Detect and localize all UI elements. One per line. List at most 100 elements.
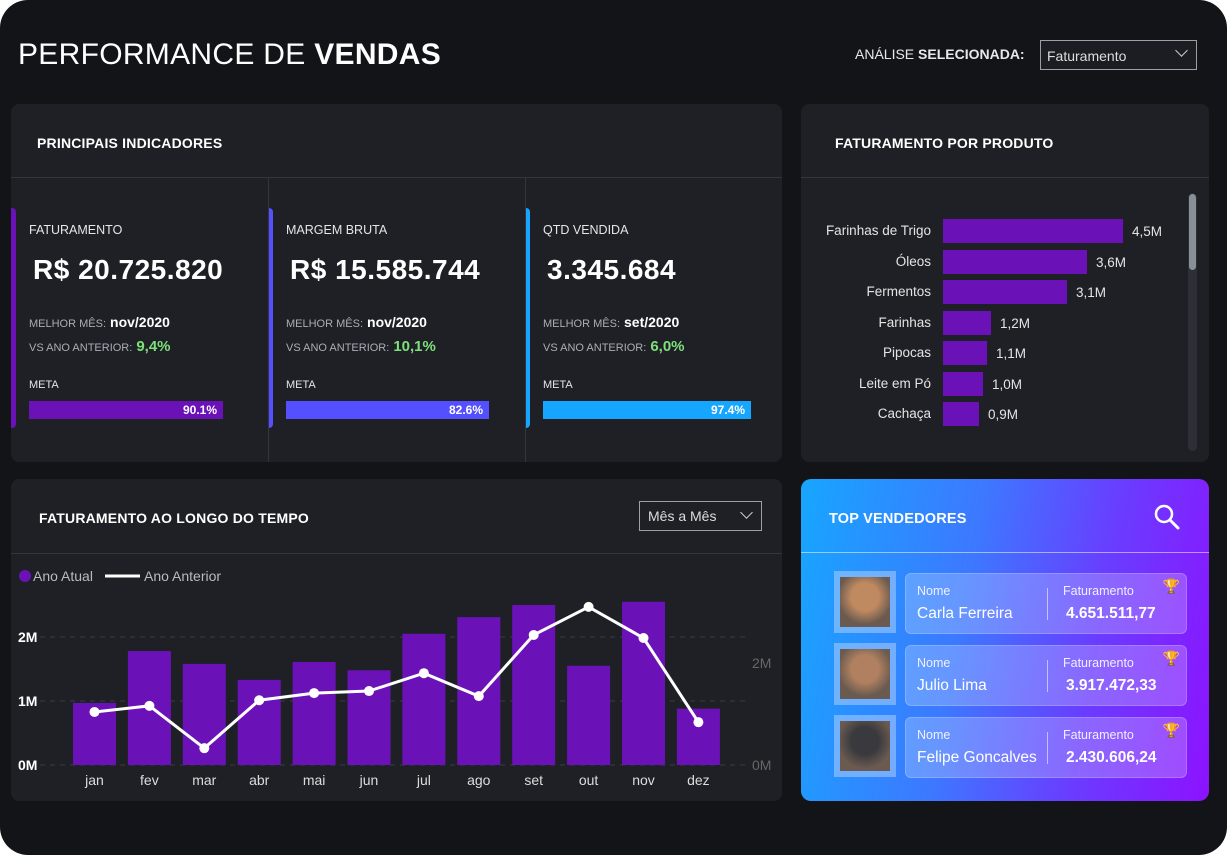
x-tick-label: jun xyxy=(359,772,379,788)
vs-label: VS ANO ANTERIOR: xyxy=(286,342,390,354)
seller-avatar xyxy=(834,715,896,777)
period-dropdown[interactable]: Mês a Mês xyxy=(639,501,762,531)
point-ano-anterior xyxy=(528,629,539,640)
bar-ano-atual xyxy=(512,605,556,765)
vs-value: 10,1% xyxy=(393,338,436,355)
page-title: PERFORMANCE DE VENDAS xyxy=(18,38,441,72)
divider xyxy=(801,177,1209,178)
x-tick-label: out xyxy=(579,772,599,788)
divider xyxy=(268,178,269,462)
product-bar-row[interactable]: Farinhas 1,2M xyxy=(801,310,1181,335)
best-month-value: nov/2020 xyxy=(110,314,170,330)
seller-avatar xyxy=(834,571,896,633)
point-ano-anterior xyxy=(473,691,484,702)
seller-name: Carla Ferreira xyxy=(917,605,1013,622)
seller-card[interactable]: Nome Julio Lima Faturamento 3.917.472,33… xyxy=(905,645,1187,706)
product-scrollbar[interactable] xyxy=(1188,193,1197,451)
kpi-accent xyxy=(11,208,16,428)
time-panel-title: FATURAMENTO AO LONGO DO TEMPO xyxy=(39,510,309,526)
y-tick-right: 2M xyxy=(752,655,771,671)
top-sellers-title: TOP VENDEDORES xyxy=(829,511,967,527)
product-bar-row[interactable]: Fermentos 3,1M xyxy=(801,280,1181,304)
product-bar[interactable] xyxy=(943,310,991,335)
analysis-label: ANÁLISE SELECIONADA: xyxy=(855,46,1025,62)
chevron-down-icon xyxy=(740,506,753,519)
product-bar-chart: Farinhas de Trigo 4,5M Óleos 3,6M Fermento… xyxy=(801,219,1181,439)
analysis-select[interactable]: Faturamento xyxy=(1040,40,1197,70)
name-label: Nome xyxy=(917,728,951,742)
product-value: 1,1M xyxy=(996,346,1027,361)
scrollbar-thumb[interactable] xyxy=(1189,194,1196,270)
product-bar[interactable] xyxy=(943,280,1067,304)
point-ano-anterior xyxy=(693,717,704,728)
divider xyxy=(525,178,526,462)
kpi-panel: PRINCIPAIS INDICADORES FATURAMENTO R$ 20… xyxy=(11,104,782,462)
seller-avatar xyxy=(834,643,896,705)
product-bar-row[interactable]: Pipocas 1,1M xyxy=(801,341,1181,365)
product-bar-row[interactable]: Óleos 3,6M xyxy=(801,249,1181,274)
seller-name: Felipe Goncalves xyxy=(917,749,1037,766)
point-ano-anterior xyxy=(89,706,100,717)
product-value: 1,2M xyxy=(1000,315,1031,331)
product-bar[interactable] xyxy=(943,341,987,365)
product-bar-row[interactable]: Farinhas de Trigo 4,5M xyxy=(801,219,1181,243)
line-ano-anterior xyxy=(94,605,700,751)
analysis-select-value: Faturamento xyxy=(1047,48,1127,64)
legend-ano-atual: Ano Atual xyxy=(33,568,93,584)
product-panel-title: FATURAMENTO POR PRODUTO xyxy=(835,135,1054,151)
point-ano-anterior xyxy=(418,668,429,679)
divider xyxy=(1047,732,1048,764)
best-month-label: MELHOR MÊS: xyxy=(543,318,621,330)
kpi-card: QTD VENDIDA 3.345.684 MELHOR MÊS: set/202… xyxy=(525,178,782,462)
product-value: 1,0M xyxy=(992,376,1023,392)
vs-value: 6,0% xyxy=(650,338,685,355)
search-icon[interactable] xyxy=(1153,503,1181,531)
product-bar[interactable] xyxy=(943,219,1123,243)
best-month-value: set/2020 xyxy=(624,314,680,330)
point-ano-anterior xyxy=(638,633,649,644)
meta-progress-bar: 90.1% xyxy=(29,401,223,419)
best-month: MELHOR MÊS: nov/2020 xyxy=(286,314,427,330)
product-bar[interactable] xyxy=(943,249,1087,274)
legend-ano-anterior: Ano Anterior xyxy=(144,568,221,584)
best-month: MELHOR MÊS: set/2020 xyxy=(543,314,679,330)
point-ano-anterior xyxy=(364,686,374,697)
kpi-name: MARGEM BRUTA xyxy=(286,223,388,237)
kpi-accent xyxy=(525,208,530,428)
product-bar-row[interactable]: Leite em Pó 1,0M xyxy=(801,371,1181,396)
trophy-icon: 🏆 xyxy=(1162,650,1180,666)
y-tick-left: 0M xyxy=(18,757,37,773)
meta-progress-bar: 97.4% xyxy=(543,401,751,419)
x-tick-label: fev xyxy=(140,772,159,788)
best-month-value: nov/2020 xyxy=(367,314,427,330)
product-label: Leite em Pó xyxy=(858,375,931,391)
point-ano-anterior xyxy=(583,601,594,612)
point-ano-anterior xyxy=(199,743,210,754)
product-bar-row[interactable]: Cachaça 0,9M xyxy=(801,402,1181,426)
point-ano-anterior xyxy=(144,700,155,711)
revenue-label: Faturamento xyxy=(1063,584,1134,598)
name-label: Nome xyxy=(917,584,951,598)
divider xyxy=(1047,660,1048,692)
meta-label: META xyxy=(543,379,573,391)
vs-label: VS ANO ANTERIOR: xyxy=(29,342,133,354)
product-value: 4,5M xyxy=(1132,224,1163,239)
kpi-panel-title: PRINCIPAIS INDICADORES xyxy=(37,135,223,151)
point-ano-anterior xyxy=(309,688,320,699)
revenue-label: Faturamento xyxy=(1063,656,1134,670)
bar-ano-atual xyxy=(567,665,611,765)
seller-card[interactable]: Nome Carla Ferreira Faturamento 4.651.51… xyxy=(905,573,1187,634)
kpi-value: 3.345.684 xyxy=(547,254,677,285)
trophy-icon: 🏆 xyxy=(1162,722,1180,738)
product-bar[interactable] xyxy=(943,402,979,426)
best-month: MELHOR MÊS: nov/2020 xyxy=(29,314,170,330)
x-tick-label: jul xyxy=(416,772,431,788)
seller-card[interactable]: Nome Felipe Goncalves Faturamento 2.430.… xyxy=(905,717,1187,778)
product-bar[interactable] xyxy=(943,371,983,396)
title-bold: VENDAS xyxy=(314,38,442,71)
point-ano-anterior xyxy=(254,695,265,706)
product-label: Cachaça xyxy=(877,406,931,421)
title-light: PERFORMANCE DE xyxy=(18,38,315,71)
divider xyxy=(801,552,1209,553)
